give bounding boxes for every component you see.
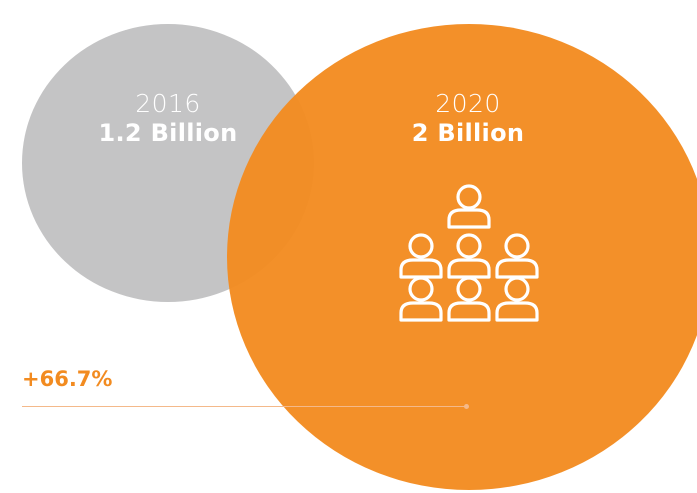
person-icon-row1-left (399, 233, 443, 279)
growth-line-end-dot (464, 404, 469, 409)
person-icon-row1-center (447, 233, 491, 279)
person-icon-row2-right (495, 276, 539, 322)
person-icon-row1-right (495, 233, 539, 279)
year-2016: 2016 (135, 89, 201, 118)
growth-percentage: +66.7% (22, 367, 113, 391)
year-2020: 2020 (435, 89, 501, 118)
growth-line (22, 406, 467, 407)
group-people-icon (399, 184, 539, 322)
person-icon-row2-center (447, 276, 491, 322)
value-2016: 1.2 Billion (98, 119, 238, 147)
person-icon-top (447, 184, 491, 229)
label-2016: 2016 1.2 Billion (88, 90, 248, 148)
bubble-2020 (227, 24, 697, 490)
value-2020: 2 Billion (411, 119, 525, 147)
person-icon-row2-left (399, 276, 443, 322)
label-2020: 2020 2 Billion (388, 90, 548, 148)
